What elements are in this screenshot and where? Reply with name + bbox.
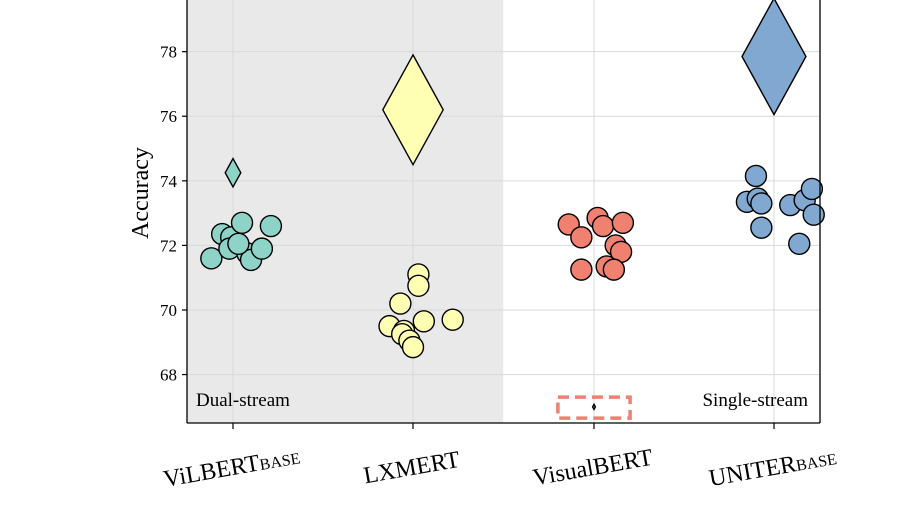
scatter-point-3-7 xyxy=(800,177,824,201)
scatter-point-0-3 xyxy=(230,211,254,235)
x-tick-label-sub-0: BASE xyxy=(258,450,301,474)
scatter-point-1-5 xyxy=(441,308,464,331)
highlight-layer xyxy=(556,395,632,420)
x-tick-label-0: ViLBERTBASE xyxy=(162,443,302,493)
scatter-point-0-8 xyxy=(259,214,283,238)
diamond-mark-1 xyxy=(382,53,444,167)
x-tick-label-main-3: UNITER xyxy=(707,451,798,492)
scatter-point-1-4 xyxy=(412,310,436,333)
label-layer: Accuracy Dual-stream Single-stream xyxy=(128,147,808,411)
region-label-dual-stream: Dual-stream xyxy=(196,390,290,411)
scatter-point-0-9 xyxy=(227,232,250,255)
x-tick-label-main-2: VisualBERT xyxy=(531,445,655,492)
y-tick-label-74: 74 xyxy=(160,172,178,191)
marks-layer xyxy=(200,0,825,411)
x-tick-label-1: LXMERT xyxy=(362,447,463,490)
x-tick-label-2: VisualBERT xyxy=(531,445,655,492)
scatter-point-2-4 xyxy=(570,226,593,249)
scatter-point-1-1 xyxy=(407,274,430,297)
y-tick-label-78: 78 xyxy=(160,43,177,62)
scatter-point-3-9 xyxy=(788,232,811,255)
scatter-point-3-4 xyxy=(750,216,773,239)
scatter-point-3-3 xyxy=(750,192,773,215)
highlight-box-2 xyxy=(556,395,632,420)
diamond-mark-2 xyxy=(591,402,597,411)
scatter-point-1-9 xyxy=(401,335,425,359)
y-tick-label-68: 68 xyxy=(160,366,177,385)
region-label-single-stream: Single-stream xyxy=(702,390,808,411)
x-tick-label-3: UNITERBASE xyxy=(707,444,838,492)
x-tick-label-sub-3: BASE xyxy=(795,451,838,475)
background-layer xyxy=(187,0,504,423)
scatter-point-2-7 xyxy=(570,258,593,281)
scatter-point-3-8 xyxy=(802,203,825,226)
y-tick-label-72: 72 xyxy=(160,236,177,255)
scatter-point-2-9 xyxy=(602,258,626,281)
scatter-point-2-3 xyxy=(611,211,635,235)
scatter-point-3-0 xyxy=(744,164,768,188)
diamond-mark-0 xyxy=(224,157,242,189)
region-shade-dual-stream xyxy=(187,0,504,423)
y-tick-label-76: 76 xyxy=(160,107,177,126)
scatter-point-0-0 xyxy=(200,247,223,270)
x-tick-label-main-1: LXMERT xyxy=(362,447,463,490)
y-tick-label-70: 70 xyxy=(160,301,177,320)
scatter-point-1-2 xyxy=(389,292,412,315)
scatter-point-2-2 xyxy=(591,214,615,238)
x-tick-label-main-0: ViLBERT xyxy=(162,450,262,493)
y-axis-title: Accuracy xyxy=(128,147,154,239)
diamond-mark-3 xyxy=(741,0,807,117)
scatter-point-0-7 xyxy=(250,237,274,260)
